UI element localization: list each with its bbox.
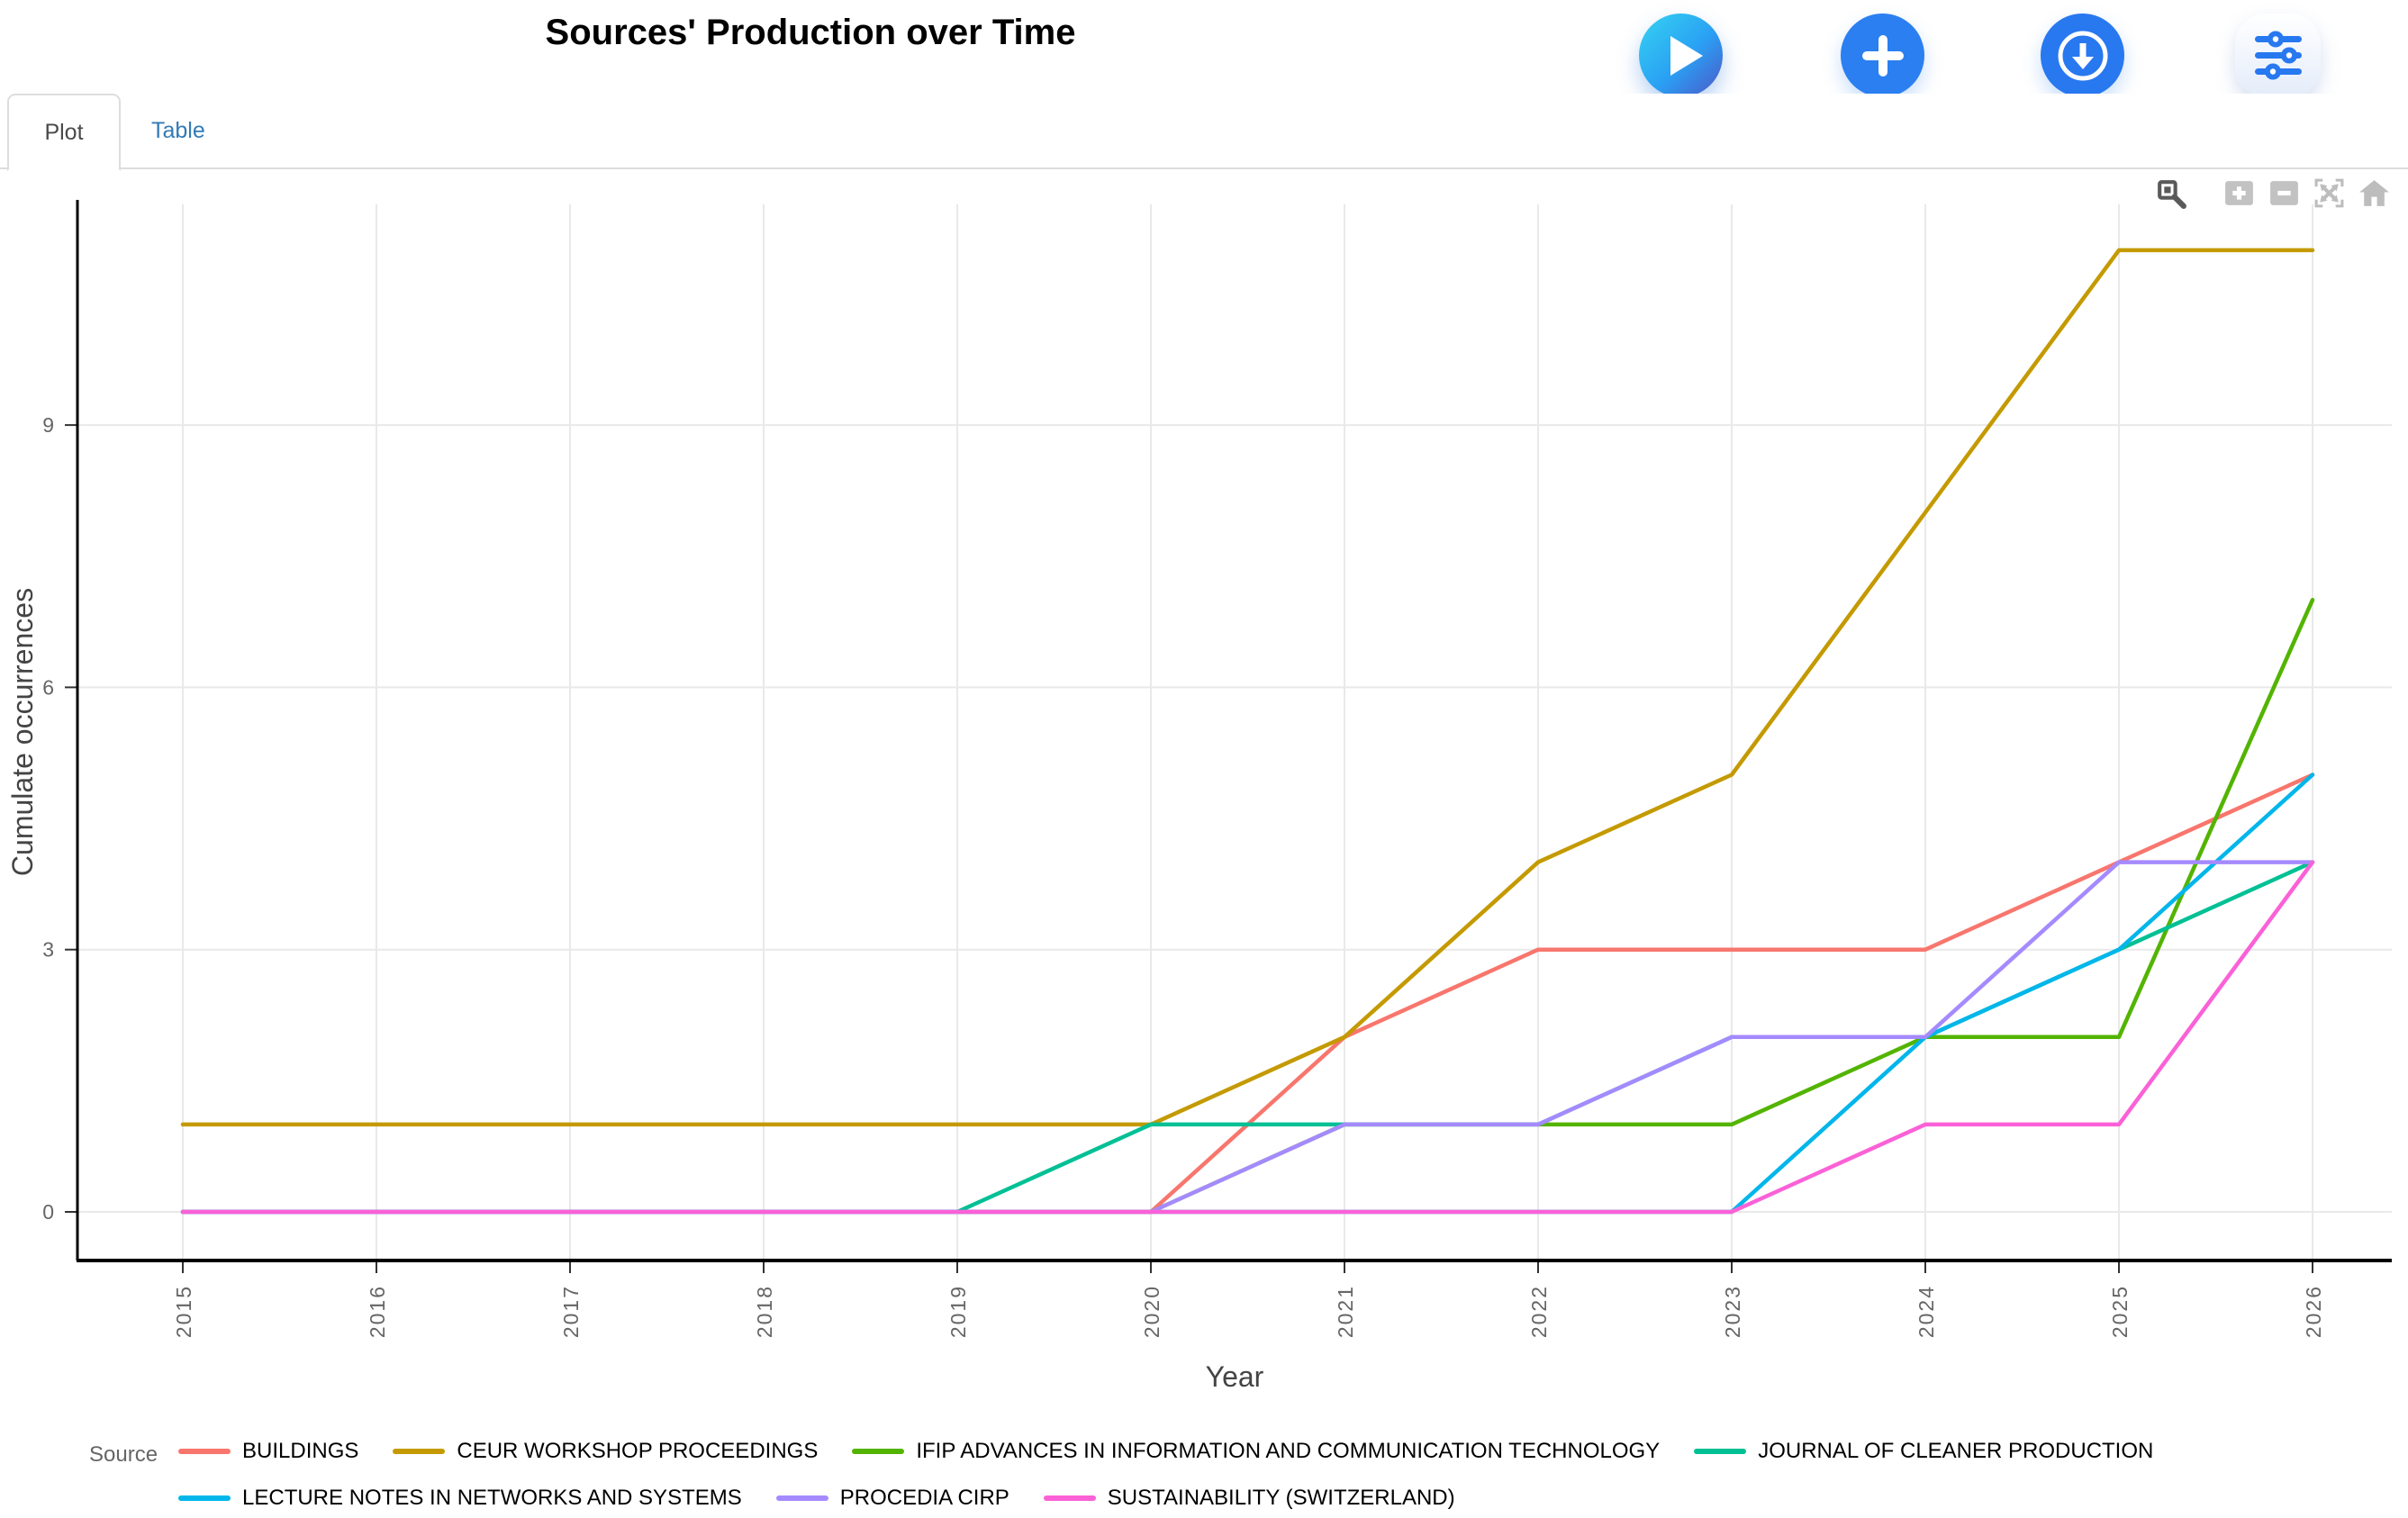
legend-swatch xyxy=(393,1449,446,1454)
zoom-in-icon[interactable] xyxy=(2222,176,2256,210)
x-tick-label: 2019 xyxy=(946,1285,970,1338)
series-line-ifip-advances-in-information-and-communication-technology xyxy=(180,598,2315,1215)
axis-layer xyxy=(76,200,2392,1262)
settings-button[interactable] xyxy=(2235,14,2321,97)
legend-swatch xyxy=(178,1449,231,1454)
line-chart-canvas[interactable]: 0 3 6 9 2015 2016 2017 2018 2019 2020 2021 2022 2023… xyxy=(0,176,2408,1428)
home-icon[interactable] xyxy=(2358,176,2391,210)
legend-swatch xyxy=(1043,1495,1096,1501)
y-tick-label: 6 xyxy=(42,675,56,699)
legend-item-buildings[interactable]: BUILDINGS xyxy=(178,1439,358,1464)
series-layer xyxy=(180,248,2315,1215)
legend-swatch xyxy=(852,1449,905,1454)
series-line-buildings xyxy=(180,773,2315,1215)
zoom-out-icon[interactable] xyxy=(2268,176,2301,210)
y-tick-label: 0 xyxy=(42,1200,56,1224)
y-tick-label: 9 xyxy=(42,413,56,437)
series-line-sustainability-switzerland- xyxy=(180,860,2315,1215)
x-tick-label: 2023 xyxy=(1721,1285,1744,1338)
play-button[interactable] xyxy=(1639,14,1723,97)
tab-plot[interactable]: Plot xyxy=(7,94,121,171)
legend-item-ifip-advances-in-information-and-communication-technology[interactable]: IFIP ADVANCES IN INFORMATION AND COMMUNI… xyxy=(852,1439,1660,1464)
legend-item-journal-of-cleaner-production[interactable]: JOURNAL OF CLEANER PRODUCTION xyxy=(1694,1439,2153,1464)
tab-bar: Plot Table xyxy=(0,94,2408,171)
autoscale-icon[interactable] xyxy=(2313,176,2346,210)
legend-label: SUSTAINABILITY (SWITZERLAND) xyxy=(1107,1486,1455,1510)
legend-item-sustainability-switzerland-[interactable]: SUSTAINABILITY (SWITZERLAND) xyxy=(1043,1486,1455,1511)
x-tick-label: 2015 xyxy=(172,1285,195,1338)
legend-label: LECTURE NOTES IN NETWORKS AND SYSTEMS xyxy=(242,1486,742,1510)
tab-table[interactable]: Table xyxy=(151,117,205,143)
label-layer: 0 3 6 9 2015 2016 2017 2018 2019 2020 2021 2022 2023… xyxy=(42,413,2325,1338)
y-tick-label: 3 xyxy=(42,938,56,962)
legend-label: CEUR WORKSHOP PROCEEDINGS xyxy=(457,1439,819,1463)
legend-item-lecture-notes-in-networks-and-systems[interactable]: LECTURE NOTES IN NETWORKS AND SYSTEMS xyxy=(178,1486,742,1511)
zoom-box-icon[interactable] xyxy=(2154,176,2187,210)
x-tick-label: 2022 xyxy=(1527,1285,1551,1338)
legend-label: PROCEDIA CIRP xyxy=(839,1486,1009,1510)
plotly-modebar xyxy=(2154,176,2391,210)
x-tick-label: 2016 xyxy=(366,1285,389,1338)
download-icon xyxy=(2058,31,2107,80)
legend-label: IFIP ADVANCES IN INFORMATION AND COMMUNI… xyxy=(916,1439,1661,1463)
tick-layer xyxy=(65,424,2313,1273)
page-title: Sources' Production over Time xyxy=(545,13,1076,52)
x-tick-label: 2021 xyxy=(1334,1285,1357,1338)
legend-item-procedia-cirp[interactable]: PROCEDIA CIRP xyxy=(775,1486,1009,1511)
sliders-icon xyxy=(2254,31,2302,79)
grid-layer xyxy=(77,204,2392,1260)
plus-icon xyxy=(1861,34,1904,77)
x-tick-label: 2024 xyxy=(1915,1285,1938,1338)
download-button[interactable] xyxy=(2041,14,2124,97)
legend-swatch xyxy=(775,1495,828,1501)
play-icon xyxy=(1670,35,1703,76)
chart-legend: BUILDINGS CEUR WORKSHOP PROCEEDINGS IFIP A… xyxy=(178,1439,2367,1511)
series-line-ceur-workshop-proceedings xyxy=(180,248,2315,1127)
x-tick-label: 2017 xyxy=(559,1285,583,1338)
legend-swatch xyxy=(178,1495,231,1501)
x-tick-label: 2025 xyxy=(2108,1285,2132,1338)
series-line-lecture-notes-in-networks-and-systems xyxy=(180,773,2315,1215)
y-axis-title: Cumulate occurrences xyxy=(6,588,39,876)
x-tick-label: 2020 xyxy=(1140,1285,1163,1338)
legend-swatch xyxy=(1694,1449,1747,1454)
legend-label: JOURNAL OF CLEANER PRODUCTION xyxy=(1758,1439,2154,1463)
x-tick-label: 2026 xyxy=(2302,1285,2325,1338)
legend-label: BUILDINGS xyxy=(242,1439,359,1463)
legend-item-ceur-workshop-proceedings[interactable]: CEUR WORKSHOP PROCEEDINGS xyxy=(393,1439,818,1464)
add-button[interactable] xyxy=(1841,14,1924,97)
x-tick-label: 2018 xyxy=(753,1285,776,1338)
x-axis-title: Year xyxy=(1206,1360,1264,1393)
legend-title: Source xyxy=(89,1442,158,1467)
